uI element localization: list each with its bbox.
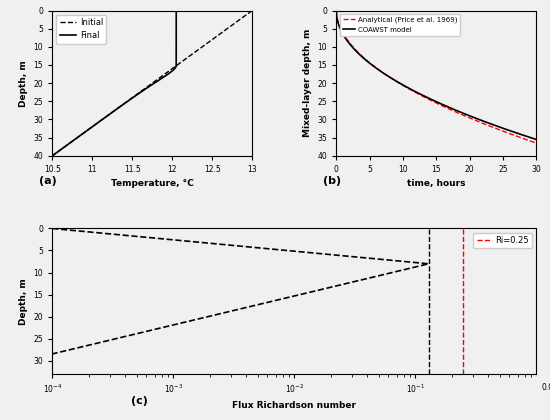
Initial <box>158 74 165 79</box>
Legend: Ri=0.25: Ri=0.25 <box>474 233 532 248</box>
Text: (a): (a) <box>40 176 57 186</box>
X-axis label: time, hours: time, hours <box>407 179 465 189</box>
Analytical (Price et al. 1969) <box>333 8 339 13</box>
Analytical (Price et al. 1969) <box>497 128 503 133</box>
Final <box>173 34 179 39</box>
COAWST model <box>497 125 503 130</box>
COAWST model <box>333 8 339 13</box>
Initial <box>197 45 204 50</box>
Final <box>116 105 122 110</box>
Initial <box>98 118 105 123</box>
Line: Initial: Initial <box>52 10 252 156</box>
Analytical (Price et al. 1969) <box>528 139 535 144</box>
Analytical (Price et al. 1969) <box>533 141 540 146</box>
Final <box>49 153 56 158</box>
Text: 0.0: 0.0 <box>541 383 550 391</box>
Initial <box>249 8 256 13</box>
COAWST model <box>429 97 436 102</box>
Line: Final: Final <box>52 10 176 156</box>
Line: Analytical (Price et al. 1969): Analytical (Price et al. 1969) <box>336 10 536 143</box>
Final <box>131 94 138 99</box>
Line: COAWST model: COAWST model <box>336 10 536 139</box>
Final <box>162 74 168 79</box>
Legend: Analytical (Price et al. 1969), COAWST model: Analytical (Price et al. 1969), COAWST m… <box>340 14 460 36</box>
Ri=0.25 <box>460 230 467 235</box>
Ri=0.25 <box>460 226 467 231</box>
Y-axis label: Depth, m: Depth, m <box>19 278 28 325</box>
Final <box>173 45 179 50</box>
Text: (b): (b) <box>323 176 342 186</box>
Legend: Initial, Final: Initial, Final <box>57 15 107 44</box>
COAWST model <box>528 135 535 140</box>
Analytical (Price et al. 1969) <box>428 98 435 103</box>
COAWST model <box>533 137 540 142</box>
Y-axis label: Mixed-layer depth, m: Mixed-layer depth, m <box>303 29 312 137</box>
Analytical (Price et al. 1969) <box>441 104 448 109</box>
Analytical (Price et al. 1969) <box>429 99 436 104</box>
Analytical (Price et al. 1969) <box>452 109 459 114</box>
Initial <box>131 94 138 99</box>
Text: (c): (c) <box>131 396 148 406</box>
X-axis label: Flux Richardson number: Flux Richardson number <box>232 401 356 410</box>
COAWST model <box>428 97 435 102</box>
COAWST model <box>441 103 448 108</box>
X-axis label: Temperature, °C: Temperature, °C <box>111 179 194 189</box>
Initial <box>116 105 122 110</box>
Initial <box>49 153 56 158</box>
Final <box>98 118 105 123</box>
Y-axis label: Depth, m: Depth, m <box>19 60 28 107</box>
Final <box>173 8 179 13</box>
COAWST model <box>452 108 459 113</box>
Initial <box>213 34 220 39</box>
